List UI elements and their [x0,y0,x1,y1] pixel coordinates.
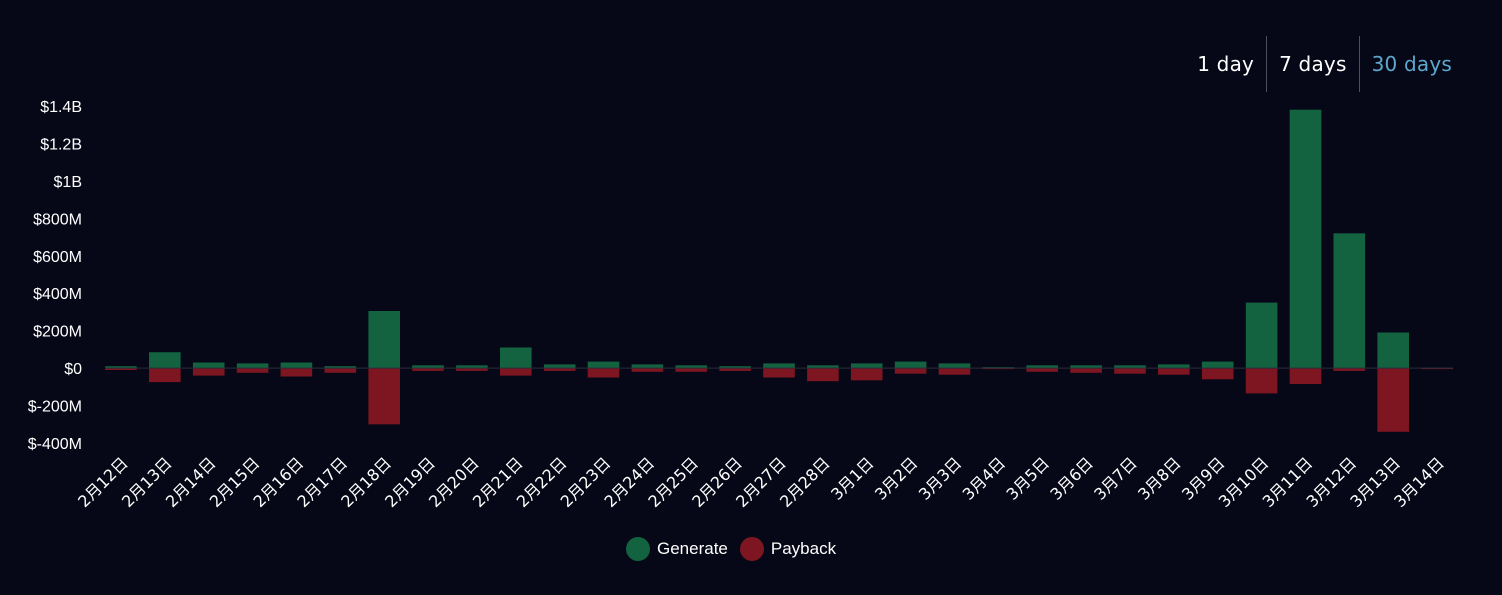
bar-payback [1026,368,1058,372]
bar-generate [543,364,576,369]
bar-payback [1289,368,1322,384]
bar-generate [368,311,400,369]
bar-payback [1158,368,1190,375]
legend-item-payback[interactable]: Payback [739,537,837,561]
x-tick-label: 3月8日 [1134,453,1184,503]
bar-payback [192,368,225,376]
bar-generate [1070,365,1102,369]
bar-payback [1114,368,1146,374]
bar-payback [587,368,620,378]
bar-generate [105,366,137,369]
y-tick-label: $400M [33,286,82,303]
x-tick-label: 3月6日 [1046,453,1096,503]
time-range-selector: 1 day 7 days 30 days [1185,36,1464,92]
y-tick-label: $1.4B [40,99,82,116]
y-tick-label: $800M [33,211,82,228]
legend: Generate Payback [626,537,848,561]
legend-swatch-generate [626,537,650,561]
x-tick-label: 3月2日 [871,453,921,503]
bar-payback [236,368,269,373]
bar-generate [631,364,664,369]
bar-payback [149,368,181,383]
bar-payback [1377,368,1409,432]
y-tick-label: $-400M [28,436,82,453]
bar-generate [1114,365,1146,369]
y-tick-label: $1.2B [40,136,82,153]
bar-payback [850,368,883,381]
bar-generate [587,361,620,369]
x-tick-label: 3月5日 [1003,453,1053,503]
bar-generate [1333,233,1366,369]
bars [105,109,1453,432]
y-tick-label: $600M [33,249,82,266]
legend-label-payback: Payback [770,539,837,558]
x-tick-label: 3月1日 [827,453,877,503]
bar-generate [280,362,313,369]
bar-generate [675,365,708,369]
bar-payback [807,368,839,382]
range-tab-7-days[interactable]: 7 days [1266,36,1359,92]
bar-payback [938,368,971,375]
legend-label-generate: Generate [657,539,728,558]
bar-payback [543,368,576,371]
bar-payback [894,368,927,374]
bar-payback [1333,368,1366,371]
bar-payback [105,368,137,370]
bar-generate [236,363,269,369]
bar-payback [500,368,532,376]
bar-payback [763,368,795,378]
x-tick-label: 3月7日 [1090,453,1140,503]
bar-payback [1070,368,1102,373]
x-tick-label: 3月4日 [959,453,1009,503]
range-tab-1-day[interactable]: 1 day [1197,52,1255,76]
y-tick-label: $1B [54,174,82,191]
bar-generate [850,363,883,369]
bar-generate [192,362,225,369]
bar-payback [324,368,357,373]
bar-generate [149,352,181,369]
y-axis: $1.4B $1.2B $1B $800M $600M $400M $200M $0 $-200… [28,99,82,453]
bar-generate [1377,332,1409,369]
bar-payback [1201,368,1234,380]
legend-swatch-payback [739,537,764,561]
bar-generate [324,366,357,369]
bar-generate [500,347,532,369]
bar-generate [807,365,839,369]
bar-generate [456,365,488,369]
bar-payback [280,368,313,377]
bar-generate [1158,364,1190,369]
y-tick-label: $200M [33,324,82,341]
range-tab-30-days[interactable]: 30 days [1358,36,1464,92]
bar-generate [894,361,927,369]
y-tick-label: $-200M [28,399,82,416]
bar-generate [1026,365,1058,369]
bar-generate [938,363,971,369]
bar-generate [1201,361,1234,369]
bar-payback [368,368,400,425]
x-axis: 2月12日2月13日2月14日2月15日2月16日2月17日2月18日2月19日… [74,453,1448,511]
bar-payback [719,368,751,371]
bar-generate [763,363,795,369]
bar-payback [412,368,444,371]
bar-payback [675,368,708,372]
bar-generate [1245,302,1278,369]
legend-item-generate[interactable]: Generate [626,537,728,561]
bar-payback [1245,368,1278,394]
x-tick-label: 3月3日 [915,453,965,503]
bar-generate [1289,109,1322,369]
bar-generate [412,365,444,369]
bar-payback [631,368,664,372]
bar-generate [719,366,751,369]
bar-payback [456,368,488,371]
y-tick-label: $0 [64,361,82,378]
